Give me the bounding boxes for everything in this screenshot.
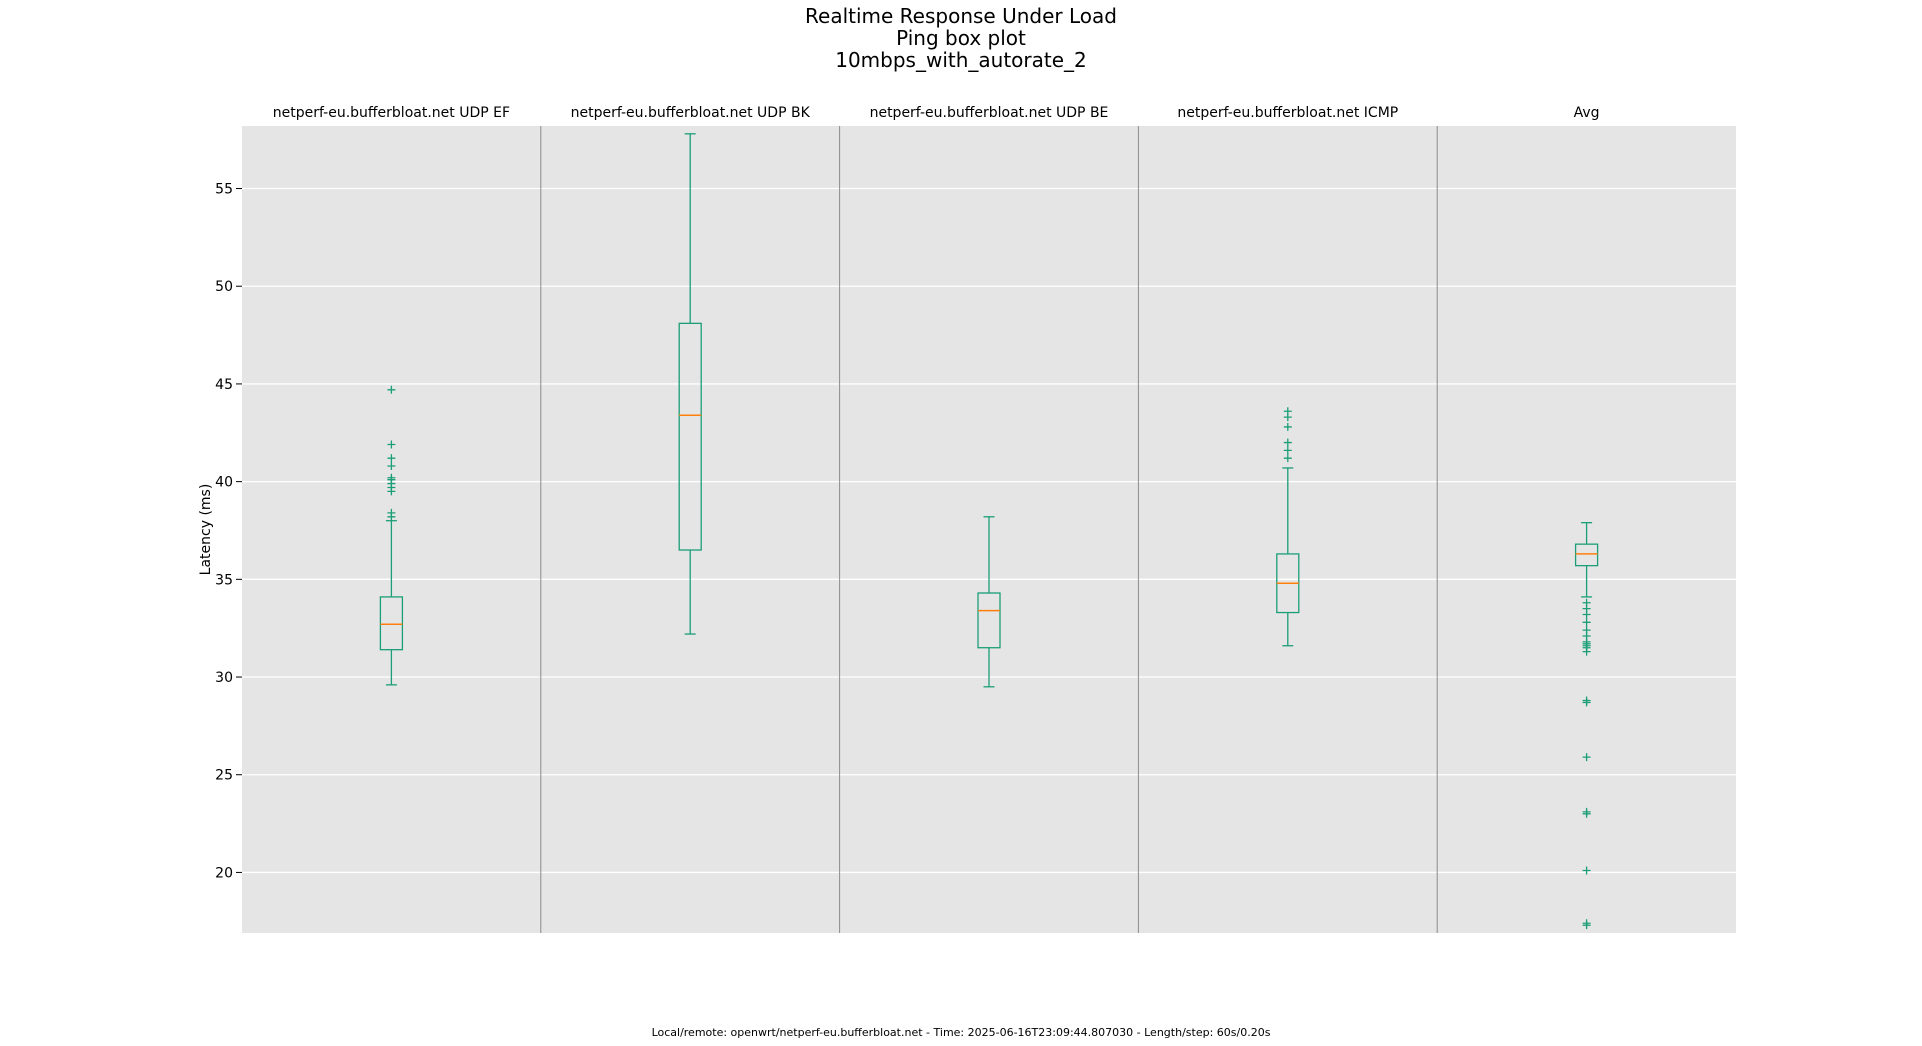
- outlier-point: [1582, 921, 1591, 930]
- panel-label: netperf-eu.bufferbloat.net ICMP: [1177, 105, 1398, 121]
- outlier-point: [1283, 446, 1292, 455]
- y-tick-label: 35: [215, 572, 233, 588]
- chart-title-line-3: 10mbps_with_autorate_2: [835, 48, 1087, 72]
- outlier-point: [387, 440, 396, 449]
- y-tick-label: 55: [215, 182, 233, 198]
- outlier-point: [1283, 438, 1292, 447]
- panel-label: netperf-eu.bufferbloat.net UDP BE: [870, 105, 1109, 121]
- outlier-point: [1582, 647, 1591, 656]
- panel-label: netperf-eu.bufferbloat.net UDP BK: [571, 105, 811, 121]
- box-iqr: [977, 592, 1001, 649]
- y-tick-label: 30: [215, 670, 233, 686]
- chart-title: Realtime Response Under Load Ping box pl…: [0, 5, 1922, 71]
- outlier-point: [387, 454, 396, 463]
- box-iqr: [379, 596, 404, 651]
- outlier-point: [387, 385, 396, 394]
- outlier-point: [1283, 422, 1292, 431]
- outlier-point: [387, 473, 396, 482]
- outlier-point: [1582, 610, 1591, 619]
- box-iqr: [678, 322, 702, 551]
- outlier-point: [1582, 866, 1591, 875]
- outlier-point: [1283, 407, 1292, 416]
- chart-footer: Local/remote: openwrt/netperf-eu.bufferb…: [651, 1026, 1271, 1039]
- y-tick-label: 20: [215, 865, 233, 881]
- outlier-point: [387, 461, 396, 470]
- y-tick-label: 25: [215, 768, 233, 784]
- outlier-point: [1582, 698, 1591, 707]
- outlier-point: [1582, 618, 1591, 627]
- outlier-point: [1582, 753, 1591, 762]
- outlier-point: [1283, 454, 1292, 463]
- y-axis-label: Latency (ms): [198, 484, 214, 576]
- outlier-point: [1582, 809, 1591, 818]
- y-tick-label: 40: [215, 475, 233, 491]
- panel-label: Avg: [1574, 105, 1600, 121]
- y-tick-label: 50: [215, 279, 233, 295]
- outlier-point: [387, 508, 396, 517]
- chart-title-line-2: Ping box plot: [896, 26, 1026, 50]
- box-iqr: [1574, 543, 1599, 567]
- y-tick-label: 45: [215, 377, 233, 393]
- chart-title-line-1: Realtime Response Under Load: [805, 4, 1117, 28]
- panel-label: netperf-eu.bufferbloat.net UDP EF: [273, 105, 510, 121]
